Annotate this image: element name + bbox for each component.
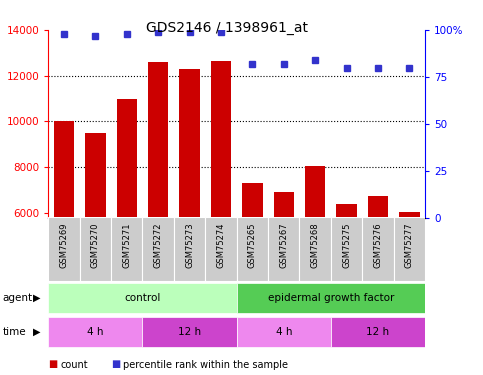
Text: 4 h: 4 h: [87, 327, 104, 337]
Text: 4 h: 4 h: [275, 327, 292, 337]
Bar: [273, 192, 294, 217]
Text: agent: agent: [2, 293, 32, 303]
FancyBboxPatch shape: [237, 217, 268, 281]
FancyBboxPatch shape: [48, 316, 142, 347]
FancyBboxPatch shape: [174, 217, 205, 281]
Text: GSM75271: GSM75271: [122, 223, 131, 268]
Text: time: time: [2, 327, 26, 337]
Text: GSM75269: GSM75269: [59, 223, 69, 268]
Text: GSM75277: GSM75277: [405, 223, 414, 268]
Bar: [305, 166, 326, 218]
Bar: [116, 99, 137, 218]
Text: GSM75265: GSM75265: [248, 223, 257, 268]
FancyBboxPatch shape: [331, 316, 425, 347]
Text: GSM75270: GSM75270: [91, 223, 100, 268]
Bar: [54, 122, 74, 218]
Text: count: count: [60, 360, 88, 369]
FancyBboxPatch shape: [142, 217, 174, 281]
Bar: [399, 212, 420, 217]
FancyBboxPatch shape: [205, 217, 237, 281]
Text: 12 h: 12 h: [178, 327, 201, 337]
FancyBboxPatch shape: [111, 217, 142, 281]
Bar: [179, 69, 200, 218]
Bar: [368, 196, 388, 217]
Text: epidermal growth factor: epidermal growth factor: [268, 293, 394, 303]
FancyBboxPatch shape: [237, 283, 425, 314]
FancyBboxPatch shape: [299, 217, 331, 281]
FancyBboxPatch shape: [237, 316, 331, 347]
Text: ■: ■: [48, 360, 57, 369]
Text: ▶: ▶: [33, 293, 41, 303]
Bar: [242, 183, 263, 218]
Text: percentile rank within the sample: percentile rank within the sample: [123, 360, 288, 369]
Bar: [336, 204, 357, 218]
FancyBboxPatch shape: [48, 283, 237, 314]
Text: GSM75272: GSM75272: [154, 223, 163, 268]
Text: GSM75274: GSM75274: [216, 223, 226, 268]
FancyBboxPatch shape: [268, 217, 299, 281]
Text: 12 h: 12 h: [367, 327, 389, 337]
FancyBboxPatch shape: [142, 316, 237, 347]
Text: GSM75275: GSM75275: [342, 223, 351, 268]
Text: control: control: [124, 293, 161, 303]
FancyBboxPatch shape: [80, 217, 111, 281]
FancyBboxPatch shape: [331, 217, 362, 281]
Bar: [148, 62, 169, 217]
Text: GDS2146 / 1398961_at: GDS2146 / 1398961_at: [146, 21, 308, 34]
FancyBboxPatch shape: [362, 217, 394, 281]
Text: ■: ■: [111, 360, 120, 369]
Text: ▶: ▶: [33, 327, 41, 337]
Text: GSM75276: GSM75276: [373, 223, 383, 268]
Text: GSM75267: GSM75267: [279, 223, 288, 268]
Text: GSM75273: GSM75273: [185, 223, 194, 268]
FancyBboxPatch shape: [48, 217, 80, 281]
Bar: [211, 61, 231, 217]
Bar: [85, 133, 106, 218]
FancyBboxPatch shape: [394, 217, 425, 281]
Text: GSM75268: GSM75268: [311, 223, 320, 268]
